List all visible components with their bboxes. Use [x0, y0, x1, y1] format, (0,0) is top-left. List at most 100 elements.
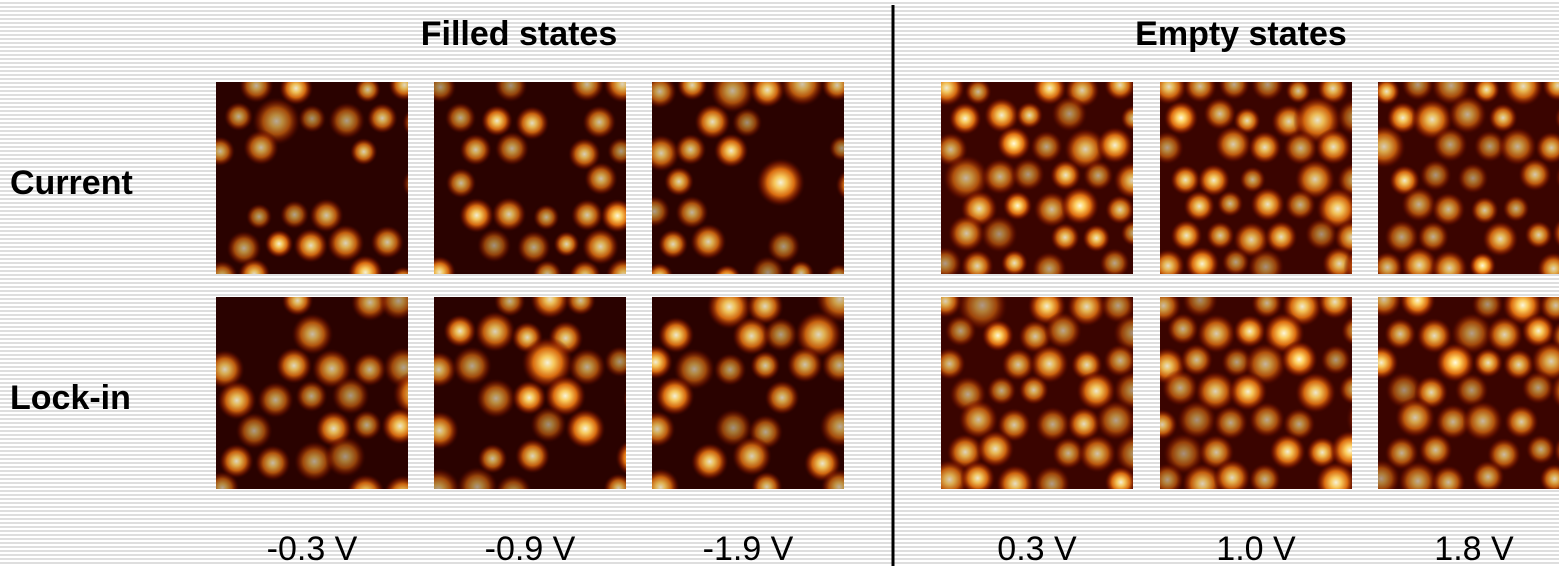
atom	[1378, 251, 1404, 274]
atom	[1419, 159, 1452, 192]
atom	[1103, 343, 1133, 378]
atom	[1203, 97, 1237, 131]
atom	[1283, 130, 1319, 166]
stm-image	[216, 82, 408, 274]
atom	[1214, 125, 1253, 164]
atom	[1551, 219, 1559, 248]
atom	[1269, 433, 1306, 471]
atom	[690, 223, 727, 260]
image-content	[1160, 82, 1352, 274]
atom	[582, 105, 617, 140]
atom	[1044, 311, 1083, 350]
atom	[384, 475, 408, 489]
atom	[1131, 82, 1133, 95]
atom	[381, 407, 408, 445]
atom	[1060, 186, 1100, 226]
atom	[1120, 105, 1133, 132]
atom	[980, 215, 1019, 253]
atom	[1345, 402, 1352, 436]
atom	[1315, 461, 1352, 489]
atom	[1049, 159, 1082, 191]
atom	[750, 350, 781, 381]
voltage-label: 0.3 V	[997, 530, 1077, 566]
atom	[1468, 251, 1497, 274]
atom	[1539, 463, 1559, 489]
atom	[694, 103, 731, 140]
atom	[960, 249, 994, 274]
voltage-label: -1.9 V	[703, 530, 794, 566]
atom	[434, 255, 456, 274]
atom	[1033, 191, 1071, 228]
atom	[1470, 196, 1499, 225]
atom	[1435, 342, 1476, 383]
atom	[216, 349, 245, 390]
atom	[1030, 130, 1063, 164]
atom	[1482, 220, 1519, 258]
atom	[352, 352, 387, 387]
atom	[1524, 220, 1554, 250]
atom	[1216, 190, 1244, 218]
atom	[1082, 160, 1114, 191]
atom	[1378, 459, 1401, 489]
atom	[297, 104, 327, 133]
atom	[1338, 373, 1352, 406]
atom	[1181, 463, 1224, 489]
atom	[1336, 98, 1352, 136]
atom	[475, 378, 517, 419]
atom	[1018, 319, 1053, 354]
atom	[652, 410, 676, 448]
atom	[1063, 127, 1107, 171]
atom	[1182, 297, 1219, 319]
atom	[568, 137, 601, 171]
atom	[657, 229, 689, 260]
atom	[674, 133, 707, 166]
atom	[1250, 186, 1286, 222]
stm-image	[434, 297, 626, 489]
atom	[1498, 127, 1538, 167]
atom	[1473, 347, 1504, 378]
atom	[1416, 220, 1450, 254]
atom	[821, 347, 844, 384]
atom	[553, 230, 580, 258]
atom	[1114, 433, 1133, 475]
atom	[841, 236, 844, 255]
atom	[1400, 246, 1439, 274]
atom	[1132, 297, 1133, 307]
atom	[293, 440, 335, 482]
atom	[1160, 463, 1185, 489]
atom	[493, 297, 526, 318]
atom	[1183, 190, 1216, 223]
atom	[1076, 371, 1117, 411]
atom	[456, 466, 498, 489]
atom	[354, 82, 381, 103]
atom	[445, 167, 477, 199]
atom	[713, 408, 753, 448]
atom	[1099, 247, 1130, 274]
atom	[1521, 371, 1555, 405]
voltage-label: -0.9 V	[485, 530, 576, 566]
atom	[1095, 399, 1133, 441]
atom	[652, 134, 680, 172]
atom	[964, 82, 992, 106]
atom	[434, 351, 457, 388]
atom	[532, 259, 563, 274]
image-content	[941, 297, 1133, 489]
atom	[584, 161, 618, 196]
image-content	[1160, 297, 1352, 489]
row-label: Current	[10, 164, 133, 202]
atom	[1306, 436, 1339, 469]
atom	[1304, 217, 1339, 251]
atom	[1535, 131, 1559, 165]
atom	[986, 375, 1017, 406]
atom	[1050, 222, 1081, 253]
atom	[1162, 432, 1205, 475]
atom	[1503, 404, 1539, 440]
atom	[565, 408, 606, 449]
atom	[600, 198, 626, 233]
atom	[434, 410, 460, 450]
image-content	[1378, 297, 1559, 489]
atom	[996, 126, 1032, 161]
voltage-label: 1.8 V	[1434, 530, 1514, 566]
atom	[1434, 403, 1472, 440]
